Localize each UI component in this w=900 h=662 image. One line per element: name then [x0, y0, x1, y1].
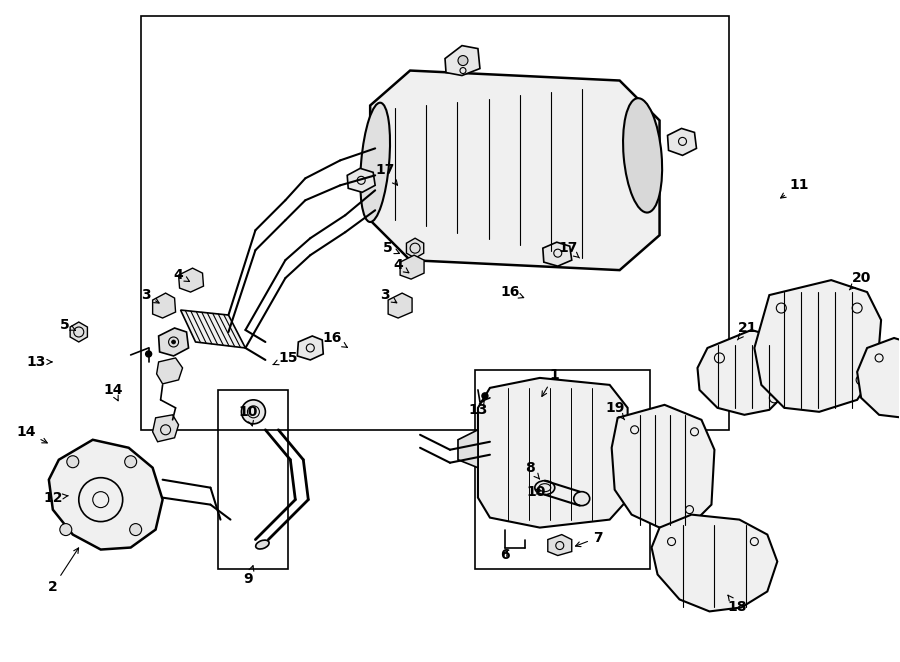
Polygon shape [548, 535, 572, 555]
Bar [219, 390, 288, 569]
Polygon shape [668, 128, 697, 156]
Polygon shape [297, 336, 323, 360]
Text: 10: 10 [238, 405, 258, 426]
Circle shape [125, 455, 137, 468]
Text: 22: 22 [0, 661, 1, 662]
Bar [140, 16, 729, 430]
Text: 14: 14 [16, 425, 48, 443]
Circle shape [458, 56, 468, 66]
Text: 4: 4 [393, 258, 409, 273]
Polygon shape [70, 322, 87, 342]
Polygon shape [370, 71, 660, 270]
Text: 9: 9 [244, 566, 254, 587]
Text: 11: 11 [780, 178, 809, 198]
Circle shape [172, 340, 176, 344]
Text: 3: 3 [381, 288, 397, 303]
Text: 16: 16 [322, 331, 347, 348]
Ellipse shape [360, 103, 390, 222]
Polygon shape [400, 255, 424, 279]
Text: 19: 19 [605, 401, 625, 420]
Text: 12: 12 [43, 491, 68, 504]
Polygon shape [445, 46, 480, 75]
Circle shape [482, 393, 488, 399]
Polygon shape [153, 415, 178, 442]
Bar [475, 370, 650, 569]
Text: 10: 10 [526, 485, 545, 498]
Polygon shape [754, 280, 881, 412]
Text: 2: 2 [48, 548, 78, 594]
Text: 4: 4 [174, 268, 190, 282]
Circle shape [130, 524, 141, 536]
Text: 21: 21 [737, 321, 757, 340]
Circle shape [146, 351, 151, 357]
Text: 8: 8 [525, 461, 539, 479]
Ellipse shape [623, 98, 662, 213]
Text: 6: 6 [500, 547, 509, 561]
Text: 3: 3 [140, 288, 159, 303]
Text: 13: 13 [468, 400, 488, 417]
Polygon shape [543, 242, 572, 266]
Ellipse shape [573, 492, 590, 506]
Circle shape [241, 400, 266, 424]
Text: 18: 18 [727, 595, 747, 614]
Text: 20: 20 [850, 271, 871, 290]
Text: 5: 5 [383, 241, 400, 255]
Ellipse shape [535, 481, 554, 495]
Polygon shape [458, 430, 478, 468]
Polygon shape [388, 293, 412, 318]
Polygon shape [178, 268, 203, 292]
Polygon shape [698, 330, 791, 415]
Polygon shape [478, 378, 627, 528]
Polygon shape [153, 293, 176, 318]
Circle shape [59, 524, 72, 536]
Text: 17: 17 [375, 164, 398, 185]
Text: 14: 14 [103, 383, 122, 401]
Text: 16: 16 [500, 285, 524, 299]
Ellipse shape [256, 540, 269, 549]
Text: 1: 1 [542, 368, 560, 397]
Polygon shape [49, 440, 163, 549]
Circle shape [67, 455, 79, 468]
Polygon shape [158, 328, 188, 356]
Polygon shape [347, 168, 375, 192]
Polygon shape [407, 238, 424, 258]
Text: 5: 5 [60, 318, 76, 332]
Polygon shape [181, 310, 246, 348]
Polygon shape [612, 405, 715, 528]
Polygon shape [157, 358, 183, 384]
Text: 15: 15 [273, 351, 298, 365]
Polygon shape [652, 514, 778, 612]
Text: 17: 17 [558, 241, 580, 258]
Polygon shape [857, 338, 900, 418]
Text: 7: 7 [575, 530, 602, 547]
Text: 13: 13 [26, 355, 52, 369]
